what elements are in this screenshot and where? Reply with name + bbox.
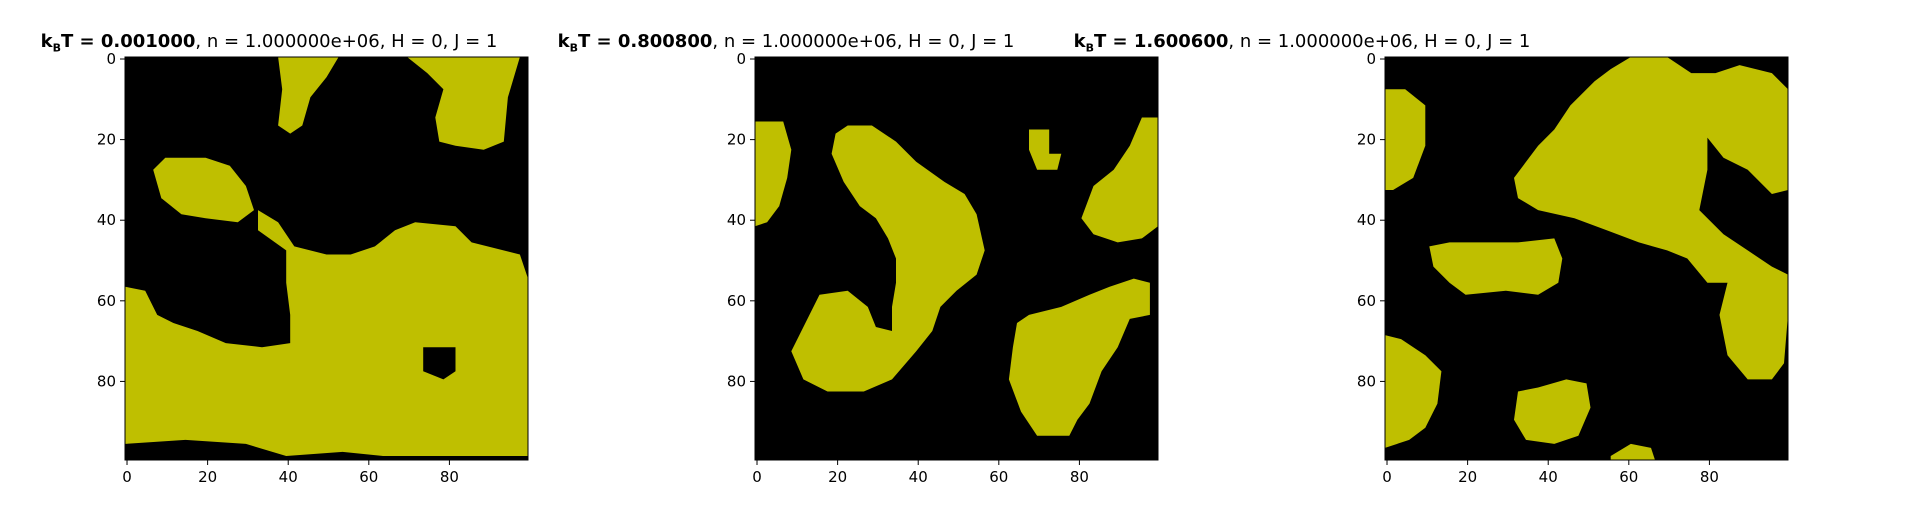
subplot-2-title: kBT = 0.800800, n = 1.000000e+06, H = 0,…: [557, 31, 1015, 55]
y-tick-label: 80: [727, 372, 746, 390]
x-tick-label: 40: [1539, 468, 1558, 486]
y-tick-label: 0: [106, 50, 116, 68]
spin-up-domain-1: [1385, 89, 1426, 190]
y-tick-label: 0: [1366, 50, 1376, 68]
subplot-1-title: kBT = 0.001000, n = 1.000000e+06, H = 0,…: [40, 31, 498, 55]
x-tick-label: 60: [359, 468, 378, 486]
heatmap-1: 0 20 40 60 80 0 20 40 60 80: [97, 50, 529, 486]
y-tick-label: 20: [727, 131, 746, 149]
x-tick-label: 0: [752, 468, 762, 486]
x-tick-label: 40: [909, 468, 928, 486]
y-tick-label: 80: [1357, 372, 1376, 390]
x-tick-label: 20: [198, 468, 217, 486]
subplot-3-title: kBT = 1.600600, n = 1.000000e+06, H = 0,…: [1073, 31, 1531, 55]
x-tick-label: 60: [1619, 468, 1638, 486]
spin-up-domain-2: [1514, 57, 1788, 380]
axes-frame: [124, 56, 529, 461]
x-tick-label: 20: [828, 468, 847, 486]
x-tick-label: 40: [279, 468, 298, 486]
spin-up-domain-5: [1008, 278, 1150, 436]
axes-frame: [1384, 56, 1789, 461]
x-tick-label: 60: [989, 468, 1008, 486]
spin-up-domain-6: [1610, 443, 1655, 460]
heatmap-2: 0 20 40 60 80 0 20 40 60 80: [727, 50, 1159, 486]
y-tick-label: 40: [727, 211, 746, 229]
axes-frame: [754, 56, 1159, 461]
spin-up-domain-4: [125, 210, 528, 456]
spin-up-domain-1: [755, 121, 792, 227]
x-tick-label: 80: [1070, 468, 1089, 486]
spin-up-domain-2: [407, 57, 520, 150]
spin-up-domain-1: [278, 57, 339, 134]
spin-up-domain-3: [1029, 129, 1062, 170]
x-tick-label: 0: [1382, 468, 1392, 486]
y-tick-label: 0: [736, 50, 746, 68]
spin-up-domain-5: [1514, 379, 1591, 444]
y-tick-label: 20: [1357, 131, 1376, 149]
spin-down-domain-1: [423, 347, 456, 380]
x-tick-label: 20: [1458, 468, 1477, 486]
y-tick-label: 60: [727, 292, 746, 310]
x-tick-label: 0: [122, 468, 132, 486]
y-tick-label: 40: [1357, 211, 1376, 229]
heatmap-3: 0 20 40 60 80 0 20 40 60 80: [1357, 50, 1789, 486]
y-tick-label: 40: [97, 211, 116, 229]
x-tick-label: 80: [440, 468, 459, 486]
spin-up-domain-3: [1429, 238, 1563, 295]
y-tick-label: 80: [97, 372, 116, 390]
spin-up-domain-3: [153, 157, 254, 223]
spin-up-domain-2: [791, 125, 985, 392]
y-tick-label: 60: [97, 292, 116, 310]
y-tick-label: 60: [1357, 292, 1376, 310]
x-tick-label: 80: [1700, 468, 1719, 486]
y-tick-label: 20: [97, 131, 116, 149]
spin-up-domain-4: [1081, 117, 1158, 243]
spin-up-domain-4: [1385, 335, 1442, 448]
